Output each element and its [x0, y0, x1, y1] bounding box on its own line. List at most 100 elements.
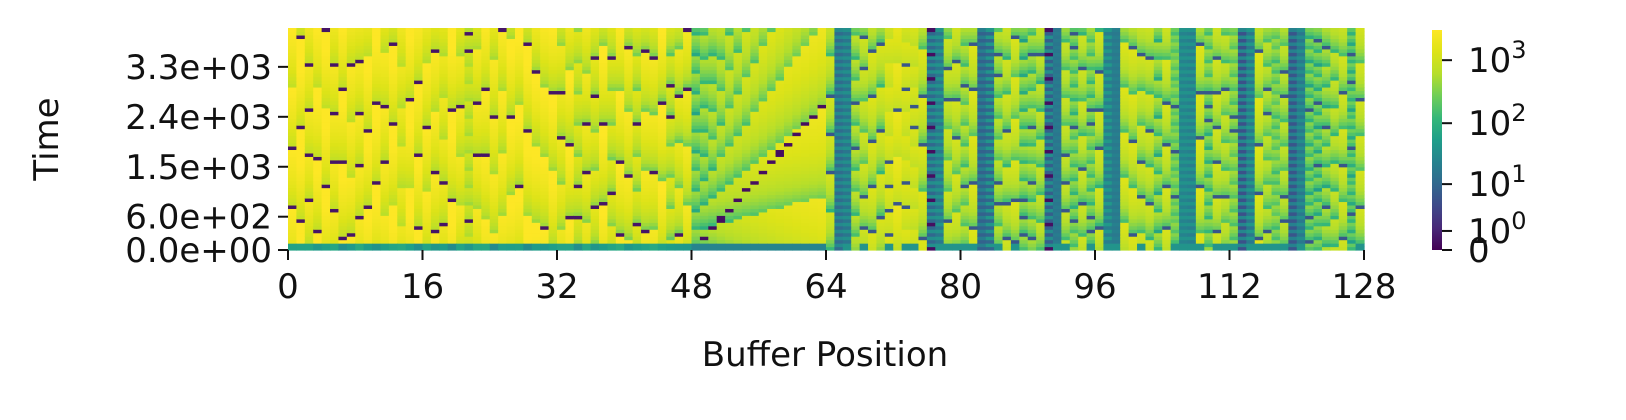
heatmap-cell	[801, 52, 810, 56]
heatmap-cell	[742, 188, 751, 192]
heatmap-cell	[389, 205, 398, 209]
heatmap-cell	[532, 188, 541, 192]
heatmap-cell	[591, 73, 600, 77]
heatmap-cell	[473, 73, 482, 77]
heatmap-cell	[574, 229, 583, 233]
heatmap-cell	[675, 174, 684, 178]
heatmap-cell	[380, 49, 389, 53]
heatmap-cell	[574, 240, 583, 244]
heatmap-cell	[406, 195, 415, 199]
heatmap-cell	[540, 70, 549, 74]
heatmap-cell	[439, 219, 448, 223]
heatmap-cell	[708, 174, 717, 178]
heatmap-cell	[902, 66, 911, 70]
heatmap-cell	[473, 63, 482, 67]
heatmap-cell	[725, 97, 734, 101]
heatmap-cell	[633, 184, 642, 188]
heatmap-cell	[675, 28, 684, 32]
heatmap-cell	[397, 243, 406, 247]
heatmap-cell	[507, 28, 516, 32]
heatmap-cell	[490, 66, 499, 70]
heatmap-cell	[565, 31, 574, 35]
heatmap-cell	[658, 45, 667, 49]
heatmap-cell	[742, 142, 751, 146]
heatmap-cell	[473, 94, 482, 98]
heatmap-cell	[347, 149, 356, 153]
heatmap-cell	[633, 63, 642, 67]
heatmap-cell	[481, 70, 490, 74]
heatmap-cell	[473, 104, 482, 108]
heatmap-cell	[364, 191, 373, 195]
heatmap-cell	[633, 108, 642, 112]
heatmap-cell	[473, 247, 482, 251]
heatmap-cell	[473, 208, 482, 212]
heatmap-cell	[515, 212, 524, 216]
heatmap-cell	[809, 205, 818, 209]
heatmap-cell	[330, 219, 339, 223]
heatmap-cell	[843, 115, 852, 119]
heatmap-cell	[717, 191, 726, 195]
heatmap-cell	[666, 115, 675, 119]
heatmap-cell	[801, 136, 810, 140]
heatmap-cell	[683, 163, 692, 167]
heatmap-cell	[893, 52, 902, 56]
heatmap-cell	[792, 156, 801, 160]
heatmap-cell	[380, 219, 389, 223]
heatmap-cell	[675, 49, 684, 53]
heatmap-cell	[338, 97, 347, 101]
heatmap-cell	[591, 108, 600, 112]
heatmap-cell	[389, 198, 398, 202]
heatmap-cell	[776, 104, 785, 108]
heatmap-cell	[818, 226, 827, 230]
heatmap-cell	[624, 115, 633, 119]
heatmap-cell	[742, 70, 751, 74]
heatmap-cell	[288, 201, 297, 205]
heatmap-cell	[439, 80, 448, 84]
heatmap-cell	[372, 90, 381, 94]
heatmap-cell	[439, 163, 448, 167]
heatmap-cell	[935, 87, 944, 91]
heatmap-cell	[549, 205, 558, 209]
heatmap-cell	[801, 163, 810, 167]
heatmap-cell	[481, 243, 490, 247]
heatmap-cell	[607, 59, 616, 63]
heatmap-cell	[843, 215, 852, 219]
heatmap-cell	[523, 129, 532, 133]
heatmap-cell	[902, 205, 911, 209]
heatmap-cell	[893, 240, 902, 244]
heatmap-cell	[918, 129, 927, 133]
heatmap-cell	[860, 226, 869, 230]
heatmap-cell	[893, 28, 902, 32]
heatmap-cell	[683, 219, 692, 223]
heatmap-cell	[481, 104, 490, 108]
heatmap-cell	[380, 115, 389, 119]
heatmap-cell	[540, 139, 549, 143]
heatmap-cell	[397, 240, 406, 244]
heatmap-cell	[759, 52, 768, 56]
heatmap-cell	[296, 80, 305, 84]
heatmap-cell	[918, 198, 927, 202]
heatmap-cell	[364, 80, 373, 84]
heatmap-cell	[717, 215, 726, 219]
heatmap-cell	[725, 90, 734, 94]
heatmap-cell	[826, 167, 835, 171]
heatmap-cell	[624, 129, 633, 133]
heatmap-cell	[565, 219, 574, 223]
heatmap-cell	[935, 90, 944, 94]
heatmap-cell	[792, 94, 801, 98]
heatmap-cell	[439, 174, 448, 178]
heatmap-cell	[750, 146, 759, 150]
heatmap-cell	[801, 191, 810, 195]
heatmap-cell	[465, 240, 474, 244]
heatmap-cell	[565, 132, 574, 136]
heatmap-cell	[675, 122, 684, 126]
heatmap-cell	[523, 236, 532, 240]
heatmap-cell	[355, 38, 364, 42]
heatmap-cell	[498, 236, 507, 240]
heatmap-cell	[767, 73, 776, 77]
heatmap-cell	[851, 188, 860, 192]
heatmap-cell	[717, 198, 726, 202]
heatmap-cell	[675, 195, 684, 199]
heatmap-cell	[565, 146, 574, 150]
heatmap-cell	[675, 163, 684, 167]
